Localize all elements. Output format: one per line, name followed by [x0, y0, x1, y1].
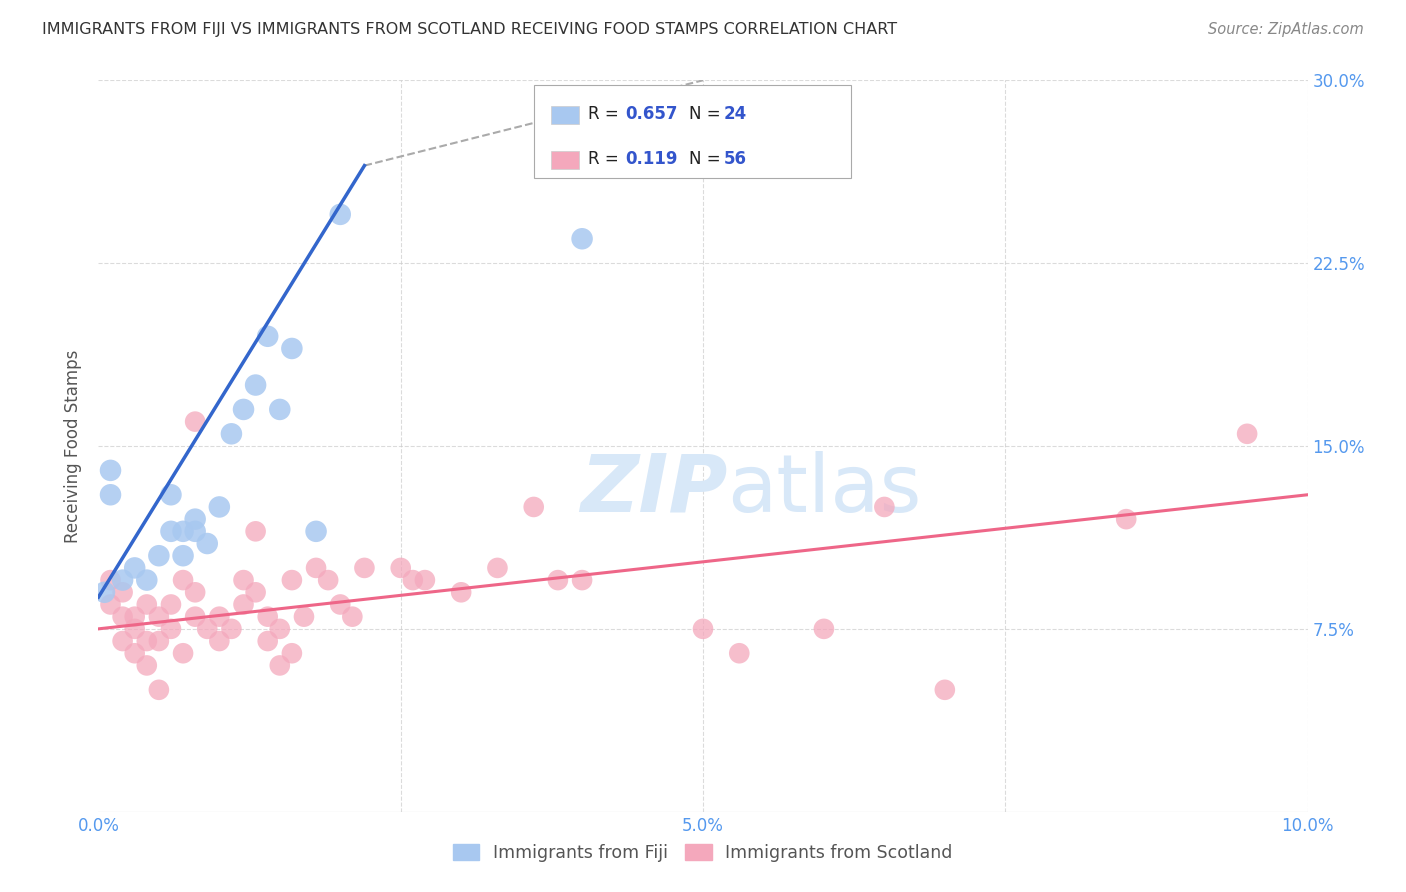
Point [221, 426, 243, 441]
Point [148, 549, 170, 563]
Text: R =: R = [588, 105, 624, 123]
Point [523, 500, 546, 514]
Point [281, 342, 304, 356]
Text: N =: N = [689, 150, 725, 168]
Text: R =: R = [588, 150, 628, 168]
Point [571, 573, 593, 587]
Point [148, 609, 170, 624]
Point [232, 402, 254, 417]
Point [184, 609, 207, 624]
Point [208, 609, 231, 624]
Point [269, 658, 291, 673]
Point [184, 524, 207, 539]
Point [813, 622, 835, 636]
Point [135, 658, 157, 673]
Y-axis label: Receiving Food Stamps: Receiving Food Stamps [65, 350, 83, 542]
Point [692, 622, 714, 636]
Point [124, 622, 146, 636]
Point [111, 585, 134, 599]
Point [208, 634, 231, 648]
Point [402, 573, 425, 587]
Point [281, 573, 304, 587]
Text: Source: ZipAtlas.com: Source: ZipAtlas.com [1208, 22, 1364, 37]
Point [571, 232, 593, 246]
Point [184, 585, 207, 599]
Text: 56: 56 [724, 150, 747, 168]
Text: N =: N = [689, 105, 725, 123]
Point [1115, 512, 1137, 526]
Point [124, 646, 146, 660]
Point [160, 524, 183, 539]
Point [135, 598, 157, 612]
Point [100, 598, 122, 612]
Point [160, 622, 183, 636]
Point [93, 585, 115, 599]
Point [124, 609, 146, 624]
Point [547, 573, 569, 587]
Point [245, 585, 267, 599]
Text: 24: 24 [724, 105, 748, 123]
Point [728, 646, 751, 660]
Point [305, 561, 328, 575]
Point [221, 622, 243, 636]
Point [172, 573, 194, 587]
Point [281, 646, 304, 660]
Point [195, 536, 218, 550]
Point [135, 573, 157, 587]
Text: 0.657: 0.657 [626, 105, 678, 123]
Point [245, 378, 267, 392]
Point [111, 634, 134, 648]
Point [269, 402, 291, 417]
Point [389, 561, 412, 575]
Text: atlas: atlas [727, 450, 921, 529]
Point [316, 573, 339, 587]
Point [172, 646, 194, 660]
Point [160, 598, 183, 612]
Point [195, 622, 218, 636]
Text: IMMIGRANTS FROM FIJI VS IMMIGRANTS FROM SCOTLAND RECEIVING FOOD STAMPS CORRELATI: IMMIGRANTS FROM FIJI VS IMMIGRANTS FROM … [42, 22, 897, 37]
Point [148, 634, 170, 648]
Point [100, 463, 122, 477]
Point [232, 573, 254, 587]
Point [292, 609, 315, 624]
Point [184, 415, 207, 429]
Point [111, 609, 134, 624]
Point [329, 598, 352, 612]
Point [135, 634, 157, 648]
Point [256, 609, 278, 624]
Legend: Immigrants from Fiji, Immigrants from Scotland: Immigrants from Fiji, Immigrants from Sc… [446, 837, 960, 869]
Text: ZIP: ZIP [579, 450, 727, 529]
Point [245, 524, 267, 539]
Point [160, 488, 183, 502]
Point [172, 549, 194, 563]
Point [184, 512, 207, 526]
Point [124, 561, 146, 575]
Point [305, 524, 328, 539]
Point [208, 500, 231, 514]
Point [256, 329, 278, 343]
Point [172, 524, 194, 539]
Point [1236, 426, 1258, 441]
Point [111, 573, 134, 587]
Point [148, 682, 170, 697]
Point [934, 682, 956, 697]
Point [256, 634, 278, 648]
Point [342, 609, 364, 624]
Point [269, 622, 291, 636]
Point [413, 573, 436, 587]
Text: 0.119: 0.119 [626, 150, 678, 168]
Point [873, 500, 896, 514]
Point [100, 488, 122, 502]
Point [353, 561, 375, 575]
Point [450, 585, 472, 599]
Point [100, 573, 122, 587]
Point [232, 598, 254, 612]
Point [329, 207, 352, 221]
Point [486, 561, 509, 575]
